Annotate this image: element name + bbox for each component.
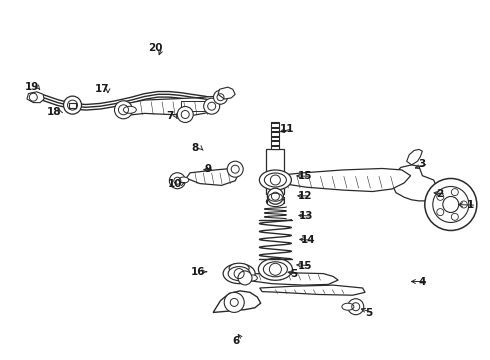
Polygon shape	[407, 149, 422, 165]
Text: 2: 2	[437, 189, 443, 199]
Polygon shape	[392, 165, 437, 201]
Circle shape	[268, 188, 283, 204]
Polygon shape	[27, 92, 44, 103]
Bar	[271, 131, 279, 134]
Ellipse shape	[123, 106, 136, 113]
Circle shape	[348, 299, 364, 315]
Circle shape	[204, 98, 220, 114]
Circle shape	[270, 263, 281, 275]
Bar	[271, 127, 279, 129]
Circle shape	[451, 213, 458, 220]
Circle shape	[270, 175, 280, 185]
Bar	[271, 122, 279, 125]
Ellipse shape	[228, 267, 250, 280]
Bar	[267, 173, 284, 194]
Text: 19: 19	[24, 82, 39, 92]
Text: 4: 4	[418, 276, 426, 287]
Circle shape	[115, 101, 132, 119]
Bar	[271, 145, 279, 147]
Ellipse shape	[223, 264, 255, 284]
Text: 18: 18	[47, 107, 61, 117]
Circle shape	[64, 96, 81, 114]
Ellipse shape	[258, 258, 293, 280]
Polygon shape	[186, 168, 239, 185]
Text: 15: 15	[297, 261, 312, 271]
Circle shape	[224, 292, 244, 312]
Text: 13: 13	[299, 211, 314, 221]
Circle shape	[460, 201, 467, 208]
Bar	[267, 149, 284, 173]
Ellipse shape	[179, 177, 189, 183]
Polygon shape	[115, 96, 220, 116]
Text: 10: 10	[168, 179, 183, 189]
Ellipse shape	[265, 173, 286, 187]
Text: 15: 15	[297, 171, 312, 181]
Circle shape	[214, 90, 227, 104]
Polygon shape	[388, 173, 399, 185]
Circle shape	[437, 209, 444, 216]
Text: 14: 14	[300, 235, 315, 246]
Ellipse shape	[247, 275, 257, 281]
Bar	[271, 140, 279, 143]
Circle shape	[170, 173, 185, 189]
Text: 17: 17	[95, 84, 109, 94]
Polygon shape	[213, 291, 261, 312]
Text: 9: 9	[205, 164, 212, 174]
Ellipse shape	[259, 170, 292, 190]
Circle shape	[227, 161, 243, 177]
Polygon shape	[239, 273, 338, 285]
Ellipse shape	[264, 262, 287, 277]
Ellipse shape	[269, 193, 282, 201]
Text: 11: 11	[279, 124, 294, 134]
Text: 16: 16	[191, 267, 205, 277]
Text: 7: 7	[166, 111, 173, 121]
Text: 5: 5	[291, 269, 297, 279]
Circle shape	[177, 107, 193, 122]
Text: 6: 6	[233, 336, 240, 346]
Bar	[271, 122, 279, 149]
Circle shape	[451, 189, 458, 195]
Text: 1: 1	[467, 200, 474, 210]
Polygon shape	[274, 168, 411, 192]
Text: 20: 20	[148, 42, 163, 53]
Ellipse shape	[342, 303, 354, 310]
Text: 8: 8	[192, 143, 198, 153]
Polygon shape	[218, 87, 235, 99]
Ellipse shape	[267, 197, 284, 207]
Bar	[271, 136, 279, 138]
Text: 3: 3	[419, 159, 426, 169]
Polygon shape	[260, 285, 365, 295]
Circle shape	[437, 193, 444, 200]
Circle shape	[425, 179, 477, 230]
Circle shape	[238, 271, 252, 285]
Text: 5: 5	[365, 308, 372, 318]
Text: 12: 12	[297, 191, 312, 201]
Ellipse shape	[229, 263, 249, 273]
